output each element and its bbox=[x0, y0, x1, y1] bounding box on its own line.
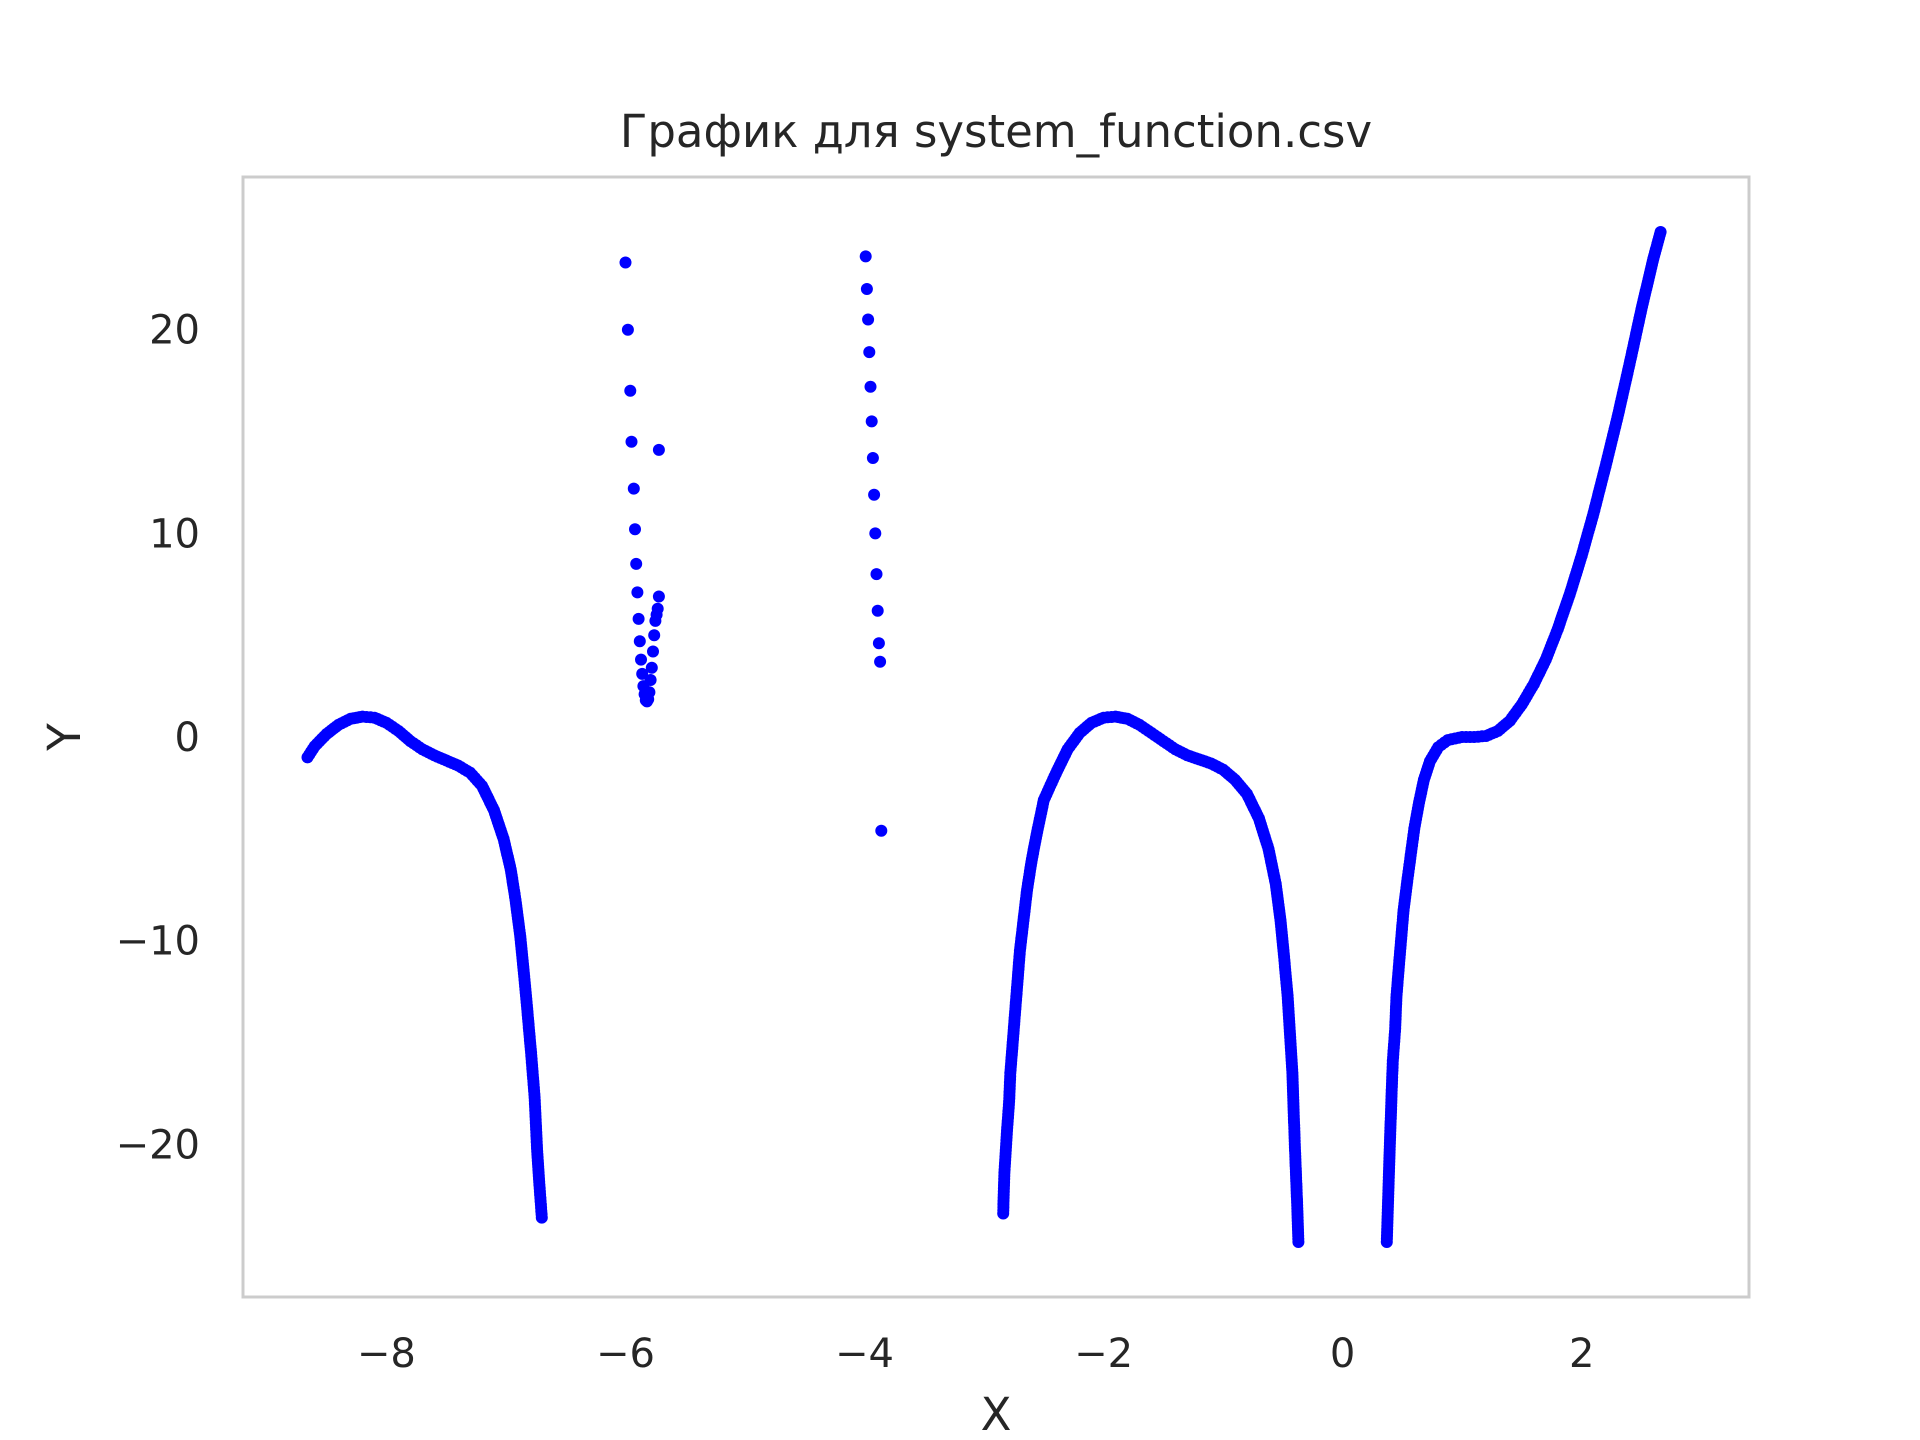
chart-title: График для system_function.csv bbox=[620, 105, 1372, 158]
data-point bbox=[652, 590, 665, 603]
data-point bbox=[632, 612, 645, 625]
y-tick-label: 20 bbox=[149, 308, 200, 354]
data-point bbox=[633, 635, 646, 648]
x-axis-label: X bbox=[981, 1388, 1012, 1440]
x-tick-label: 2 bbox=[1569, 1331, 1594, 1377]
data-point bbox=[627, 482, 640, 495]
data-point bbox=[870, 568, 883, 581]
y-tick-label: 10 bbox=[149, 511, 200, 557]
data-point bbox=[864, 380, 877, 393]
data-point bbox=[535, 1208, 548, 1221]
data-point bbox=[644, 674, 657, 686]
data-point bbox=[866, 452, 879, 464]
data-point bbox=[869, 527, 882, 540]
x-tick-label: −4 bbox=[835, 1331, 894, 1377]
data-point bbox=[651, 602, 664, 615]
y-tick-label: 0 bbox=[175, 715, 200, 761]
data-point bbox=[1292, 1233, 1305, 1245]
data-point bbox=[645, 661, 658, 674]
y-ticks: −20 −10 0 10 20 bbox=[116, 308, 200, 1169]
data-point bbox=[629, 523, 641, 536]
data-point bbox=[630, 557, 643, 570]
data-point bbox=[874, 655, 887, 668]
plot-frame bbox=[241, 175, 1751, 1299]
data-point bbox=[863, 346, 876, 359]
data-point bbox=[631, 586, 644, 599]
data-point bbox=[872, 637, 885, 650]
data-point bbox=[648, 629, 661, 642]
x-ticks: −8 −6 −4 −2 0 2 bbox=[357, 1331, 1595, 1377]
x-tick-label: −2 bbox=[1074, 1331, 1133, 1377]
data-point bbox=[625, 435, 638, 448]
x-tick-label: −8 bbox=[357, 1331, 416, 1377]
data-point bbox=[865, 415, 878, 428]
data-point bbox=[643, 686, 656, 699]
y-axis-label: Y bbox=[38, 723, 91, 752]
data-point bbox=[1653, 228, 1666, 241]
x-tick-label: 0 bbox=[1330, 1331, 1355, 1377]
data-point bbox=[875, 824, 888, 837]
data-point bbox=[652, 443, 665, 456]
data-point bbox=[621, 323, 634, 336]
x-tick-label: −6 bbox=[596, 1331, 655, 1377]
data-point bbox=[862, 313, 875, 326]
y-tick-label: −20 bbox=[116, 1122, 200, 1168]
data-point bbox=[624, 384, 637, 397]
data-point bbox=[868, 488, 881, 501]
data-point bbox=[859, 250, 872, 263]
y-tick-label: −10 bbox=[116, 919, 200, 965]
data-point bbox=[635, 653, 647, 666]
data-point bbox=[647, 645, 659, 658]
data-point bbox=[860, 283, 873, 295]
data-point bbox=[871, 604, 884, 617]
data-point bbox=[636, 667, 649, 680]
data-point bbox=[619, 256, 632, 269]
data-points bbox=[301, 226, 1667, 1248]
